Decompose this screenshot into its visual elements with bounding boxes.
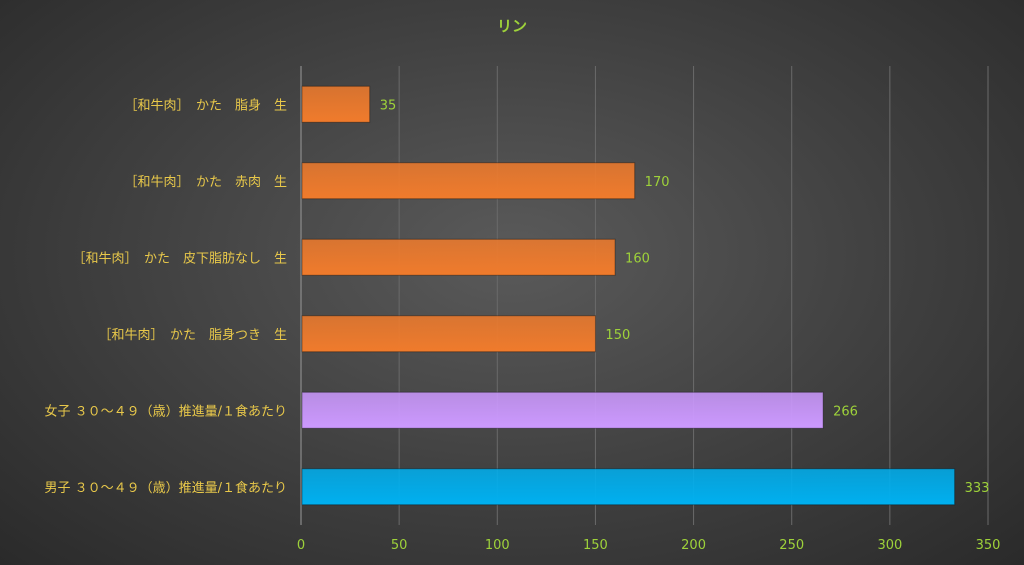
category-label: 女子 ３０～４９（歳）推進量/１食あたり (44, 403, 287, 419)
category-label: ［和牛肉］ かた 脂身つき 生 (98, 327, 287, 343)
category-label: ［和牛肉］ かた 皮下脂肪なし 生 (72, 250, 287, 266)
category-label: ［和牛肉］ かた 脂身 生 (124, 97, 287, 113)
category-label: ［和牛肉］ かた 赤肉 生 (124, 175, 287, 190)
x-tick-label: 100 (485, 538, 510, 553)
x-tick-label: 300 (877, 538, 902, 553)
x-tick-label: 150 (583, 538, 608, 553)
bars (301, 85, 956, 506)
x-tick-label: 50 (391, 538, 408, 553)
category-label: 男子 ３０～４９（歳）推進量/１食あたり (44, 480, 287, 496)
x-tick-label: 250 (779, 538, 804, 553)
bar (301, 391, 824, 429)
data-label: 333 (965, 481, 990, 496)
bar (301, 85, 371, 123)
bar (301, 238, 616, 276)
chart-title: リン (497, 17, 527, 35)
bar (301, 162, 636, 200)
gridlines (398, 66, 989, 525)
x-tick-label: 0 (297, 538, 305, 553)
bar (301, 468, 956, 506)
bar (301, 315, 596, 353)
x-tick-label: 200 (681, 538, 706, 553)
x-tick-labels: 0 50 100 150 200 250 300 350 (297, 538, 1001, 553)
data-labels: 35 170 160 150 266 333 (380, 98, 990, 496)
data-label: 160 (625, 251, 650, 266)
data-label: 150 (605, 328, 630, 343)
data-label: 266 (833, 404, 858, 419)
data-label: 35 (380, 98, 397, 113)
x-tick-label: 350 (976, 538, 1001, 553)
data-label: 170 (645, 175, 670, 190)
category-labels: ［和牛肉］ かた 脂身 生 ［和牛肉］ かた 赤肉 生 ［和牛肉］ かた 皮下脂肪な… (44, 97, 287, 496)
